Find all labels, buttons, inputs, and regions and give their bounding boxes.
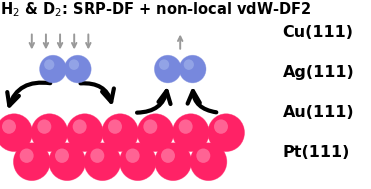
Text: Au(111): Au(111) (283, 105, 354, 120)
Circle shape (44, 59, 54, 70)
Circle shape (2, 119, 16, 134)
Circle shape (40, 55, 66, 83)
Circle shape (66, 114, 103, 152)
Circle shape (91, 149, 104, 163)
Text: H$_2$ & D$_2$: SRP-DF + non-local vdW-DF2: H$_2$ & D$_2$: SRP-DF + non-local vdW-DF… (0, 0, 312, 19)
Circle shape (155, 143, 191, 181)
Circle shape (161, 149, 175, 163)
Circle shape (73, 119, 87, 134)
Circle shape (69, 59, 79, 70)
Circle shape (20, 149, 34, 163)
Circle shape (208, 114, 244, 152)
Circle shape (159, 59, 169, 70)
Circle shape (179, 55, 206, 83)
Circle shape (154, 55, 181, 83)
Circle shape (196, 149, 210, 163)
Text: Ag(111): Ag(111) (283, 65, 354, 80)
Circle shape (126, 149, 139, 163)
Circle shape (214, 119, 228, 134)
Circle shape (64, 55, 91, 83)
Circle shape (143, 119, 157, 134)
Circle shape (173, 114, 209, 152)
Text: Pt(111): Pt(111) (283, 145, 350, 160)
Circle shape (49, 143, 85, 181)
Circle shape (184, 59, 194, 70)
Circle shape (102, 114, 138, 152)
Circle shape (0, 114, 33, 152)
Circle shape (137, 114, 174, 152)
Circle shape (190, 143, 227, 181)
Circle shape (37, 119, 51, 134)
Circle shape (119, 143, 156, 181)
Circle shape (84, 143, 121, 181)
Circle shape (31, 114, 68, 152)
Circle shape (108, 119, 122, 134)
Text: Cu(111): Cu(111) (283, 25, 354, 40)
Circle shape (179, 119, 193, 134)
Circle shape (13, 143, 50, 181)
Circle shape (55, 149, 69, 163)
